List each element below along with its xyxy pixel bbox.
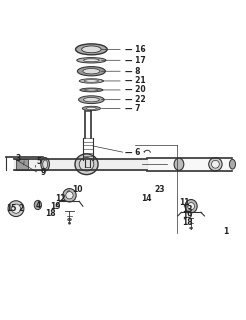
Text: 18: 18 (45, 209, 56, 218)
Ellipse shape (79, 79, 104, 83)
Ellipse shape (79, 96, 104, 104)
Ellipse shape (43, 160, 48, 169)
Text: — 16: — 16 (125, 45, 146, 54)
Text: 14: 14 (141, 195, 152, 204)
Ellipse shape (34, 200, 42, 210)
Ellipse shape (185, 200, 197, 213)
Ellipse shape (66, 192, 73, 199)
Text: — 7: — 7 (125, 104, 141, 113)
Text: 4: 4 (35, 201, 41, 210)
Ellipse shape (83, 59, 99, 62)
Ellipse shape (230, 159, 235, 169)
Ellipse shape (77, 67, 105, 76)
Text: — 17: — 17 (125, 56, 146, 65)
Text: 11: 11 (179, 198, 189, 207)
Text: — 6: — 6 (125, 148, 141, 157)
Ellipse shape (82, 46, 101, 53)
Ellipse shape (85, 89, 98, 91)
Ellipse shape (76, 44, 107, 55)
Text: 12: 12 (55, 195, 65, 204)
Ellipse shape (83, 98, 99, 102)
Text: 1: 1 (223, 227, 228, 236)
Ellipse shape (8, 201, 24, 217)
Ellipse shape (75, 154, 98, 175)
Ellipse shape (80, 88, 103, 92)
Ellipse shape (209, 157, 222, 171)
Ellipse shape (68, 218, 71, 221)
Ellipse shape (83, 68, 100, 74)
Ellipse shape (63, 188, 76, 202)
Ellipse shape (84, 80, 99, 82)
Text: — 20: — 20 (125, 85, 146, 94)
Text: — 22: — 22 (125, 95, 146, 104)
Ellipse shape (212, 160, 219, 168)
Ellipse shape (188, 203, 195, 210)
Ellipse shape (82, 106, 101, 111)
Ellipse shape (190, 227, 193, 229)
Text: 13: 13 (183, 205, 193, 214)
Text: 10: 10 (72, 185, 82, 194)
Text: 15: 15 (6, 204, 17, 213)
Text: — 8: — 8 (125, 67, 141, 76)
Text: 3: 3 (16, 154, 21, 163)
Text: — 21: — 21 (125, 76, 146, 85)
Text: 19: 19 (50, 202, 61, 211)
Ellipse shape (79, 157, 94, 171)
Ellipse shape (11, 204, 21, 213)
Ellipse shape (87, 107, 96, 110)
Text: 19: 19 (183, 212, 193, 220)
Text: 9: 9 (40, 168, 46, 177)
Ellipse shape (68, 222, 71, 224)
Ellipse shape (77, 58, 106, 63)
Text: 2: 2 (18, 204, 24, 213)
Bar (16, 159, 28, 170)
Ellipse shape (41, 157, 49, 171)
Text: 23: 23 (155, 185, 165, 194)
Text: 5: 5 (37, 157, 42, 166)
FancyArrowPatch shape (144, 151, 145, 152)
Text: 18: 18 (183, 218, 193, 227)
Ellipse shape (174, 158, 184, 170)
